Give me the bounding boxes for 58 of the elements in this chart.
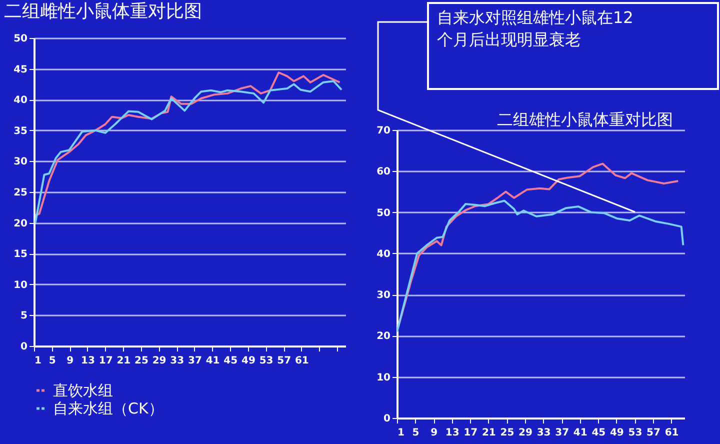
x-tick-label: 37 — [555, 428, 570, 438]
y-tick-label: 35 — [14, 126, 28, 137]
y-tick-label: 25 — [14, 188, 28, 198]
x-tick-label: 5 — [412, 428, 420, 438]
x-tick-label: 25 — [134, 356, 148, 366]
legend-label: 直饮水组 — [53, 382, 113, 400]
x-tick-label: 1 — [34, 356, 42, 366]
x-tick-label: 9 — [66, 356, 74, 366]
text: 自来水对照组雄性小鼠在12个月后出现明显衰老 — [437, 8, 634, 49]
x-tick-label: 13 — [81, 356, 95, 366]
y-tick-label: 5 — [20, 310, 28, 322]
y-tick-label: 15 — [14, 249, 28, 260]
x-tick-label: 13 — [445, 428, 460, 438]
x-tick-label: 33 — [536, 428, 551, 438]
x-tick-label: 29 — [152, 356, 166, 366]
y-tick-label: 0 — [20, 342, 28, 352]
x-tick-label: 41 — [206, 356, 220, 366]
x-tick-label: 61 — [294, 356, 309, 366]
y-tick-label: 30 — [376, 290, 391, 302]
line-series — [397, 200, 684, 333]
y-tick-label: 20 — [376, 331, 391, 342]
x-tick-label: 37 — [188, 356, 202, 366]
x-tick-label: 5 — [48, 356, 56, 366]
y-tick-label: 20 — [14, 218, 28, 230]
y-tick-label: 10 — [376, 372, 391, 384]
x-tick-label: 1 — [398, 428, 404, 438]
y-tick-label: 50 — [376, 208, 391, 219]
x-tick-label: 61 — [664, 428, 679, 438]
y-tick-label: 10 — [14, 280, 28, 291]
x-tick-label: 25 — [500, 428, 514, 438]
x-tick-label: 45 — [224, 356, 238, 366]
x-tick-label: 29 — [518, 428, 532, 438]
x-tick-label: 21 — [116, 356, 131, 366]
y-tick-label: 40 — [376, 248, 391, 260]
x-tick-label: 17 — [98, 356, 113, 366]
x-tick-label: 57 — [646, 428, 660, 438]
chart-title: 二组雄性小鼠体重对比图 — [497, 110, 673, 129]
x-tick-label: 33 — [170, 356, 184, 366]
y-tick-label: 70 — [376, 126, 391, 136]
chart-title: 二组雌性小鼠体重对比图 — [4, 1, 202, 22]
x-tick-label: 45 — [592, 428, 606, 438]
x-tick-label: 49 — [241, 356, 256, 366]
y-tick-label: 40 — [14, 95, 28, 106]
y-tick-label: 50 — [14, 34, 28, 44]
line-series — [397, 162, 680, 333]
x-tick-label: 53 — [259, 356, 274, 366]
y-tick-label: 30 — [14, 156, 28, 168]
x-tick-label: 41 — [573, 428, 588, 438]
y-tick-label: 0 — [384, 414, 391, 424]
x-tick-label: 9 — [430, 428, 438, 438]
x-tick-label: 21 — [482, 428, 496, 438]
x-tick-label: 49 — [610, 428, 624, 438]
legend-label: 自来水组（CK） — [53, 400, 164, 418]
x-tick-label: 53 — [628, 428, 642, 438]
y-tick-label: 45 — [14, 64, 28, 76]
x-tick-label: 17 — [464, 428, 478, 438]
y-tick-label: 60 — [376, 166, 391, 178]
x-tick-label: 57 — [277, 356, 292, 366]
